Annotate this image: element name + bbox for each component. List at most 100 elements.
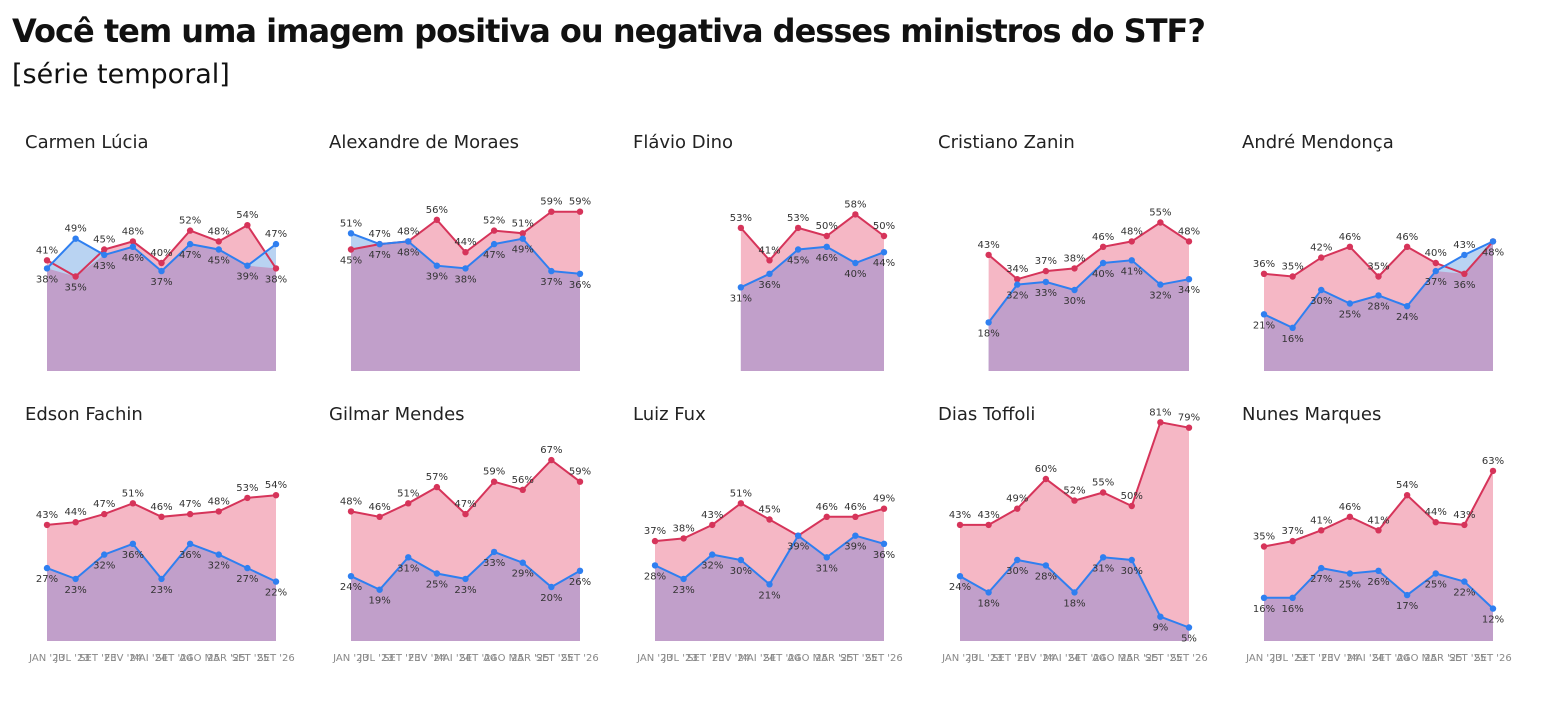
x-tick-label: SET '25: [840, 653, 877, 664]
positive-point: [1432, 570, 1439, 577]
positive-value-label: 27%: [236, 574, 258, 585]
negative-value-label: 51%: [122, 488, 144, 499]
negative-point: [519, 230, 526, 237]
panel-carmen-lucia: Carmen Lúcia 41% 38% 35% 49% 45% 43% 48% 46% 40% 3…: [25, 132, 287, 371]
negative-point: [347, 508, 355, 515]
positive-point: [405, 554, 412, 561]
negative-value-label: 67%: [540, 445, 562, 456]
negative-value-label: 44%: [65, 507, 87, 518]
negative-point: [1157, 219, 1164, 226]
negative-value-label: 46%: [1396, 232, 1418, 243]
negative-point: [1346, 243, 1354, 250]
negative-point: [129, 238, 137, 245]
negative-point: [766, 516, 773, 523]
x-tick-label: JUL '23: [662, 653, 698, 664]
positive-point: [158, 575, 165, 583]
overlap-area: [740, 246, 884, 371]
positive-value-label: 16%: [1282, 604, 1304, 615]
positive-point: [272, 240, 280, 248]
positive-point: [1461, 251, 1468, 259]
x-tick-label: FEV '24: [1018, 653, 1056, 664]
positive-value-label: 27%: [1310, 574, 1332, 585]
negative-point: [1289, 537, 1296, 545]
positive-value-label: 23%: [65, 585, 87, 596]
negative-point: [548, 456, 555, 464]
negative-point: [129, 500, 137, 507]
negative-point: [1346, 513, 1354, 520]
positive-value-label: 21%: [758, 590, 780, 601]
positive-value-label: 24%: [949, 582, 971, 593]
negative-point: [43, 257, 51, 264]
negative-point: [405, 500, 412, 507]
positive-value-label: 32%: [1006, 291, 1028, 302]
x-tick-label: JAN '23: [941, 653, 978, 664]
negative-value-label: 44%: [454, 237, 476, 248]
x-tick-label: SET '26: [257, 653, 294, 664]
negative-value-label: 53%: [730, 213, 752, 224]
panel-title: Luiz Fux: [633, 404, 706, 425]
negative-point: [1289, 273, 1296, 280]
panel-title: Flávio Dino: [633, 132, 733, 153]
negative-value-label: 43%: [701, 510, 723, 521]
panel-title: Dias Toffoli: [938, 404, 1035, 425]
negative-point: [272, 265, 280, 272]
x-tick-label: AGO '25: [1396, 653, 1437, 664]
positive-point: [1375, 567, 1382, 574]
positive-value-label: 49%: [65, 224, 87, 235]
positive-point: [794, 246, 802, 253]
negative-point: [548, 208, 555, 215]
x-tick-label: MAI '24: [130, 653, 167, 664]
negative-value-label: 43%: [949, 510, 971, 521]
positive-point: [1185, 624, 1193, 631]
positive-value-label: 47%: [179, 250, 201, 261]
positive-point: [1432, 267, 1439, 275]
negative-value-label: 59%: [569, 197, 591, 208]
positive-value-label: 23%: [454, 585, 476, 596]
x-tick-label: SET '24: [1069, 653, 1106, 664]
negative-value-label: 47%: [93, 499, 115, 510]
x-tick-label: MAR '25: [1422, 653, 1463, 664]
positive-point: [766, 270, 773, 277]
positive-point: [1128, 257, 1135, 264]
positive-point: [1375, 292, 1382, 299]
negative-value-label: 45%: [93, 235, 115, 246]
negative-value-label: 47%: [179, 499, 201, 510]
positive-point: [1489, 238, 1497, 245]
negative-point: [101, 246, 108, 253]
positive-value-label: 23%: [150, 585, 172, 596]
negative-value-label: 56%: [512, 475, 534, 486]
negative-value-label: 46%: [1092, 232, 1114, 243]
x-tick-label: SET '26: [1474, 653, 1511, 664]
negative-point: [72, 519, 79, 526]
page-subtitle: [série temporal]: [12, 59, 230, 90]
negative-value-label: 46%: [150, 502, 172, 513]
positive-line: [987, 259, 1190, 324]
positive-value-label: 26%: [1367, 577, 1389, 588]
negative-point: [1185, 238, 1193, 245]
page-title: Você tem uma imagem positiva ou negativa…: [12, 12, 1206, 50]
negative-point: [1432, 259, 1439, 267]
positive-value-label: 26%: [569, 577, 591, 588]
positive-point: [1157, 613, 1164, 620]
positive-value-label: 38%: [36, 274, 58, 285]
x-tick-label: SET '24: [764, 653, 801, 664]
overlap-area: [655, 535, 884, 641]
negative-value-label: 50%: [1121, 491, 1143, 502]
positive-point: [490, 240, 498, 248]
positive-line: [740, 245, 885, 289]
positive-value-label: 36%: [179, 550, 201, 561]
negative-value-label: 37%: [644, 526, 666, 537]
positive-value-label: 12%: [1482, 615, 1504, 626]
positive-point: [72, 235, 79, 242]
positive-point: [1099, 259, 1107, 267]
negative-point: [519, 486, 526, 493]
positive-point: [519, 559, 526, 566]
negative-point: [272, 492, 280, 499]
positive-point: [576, 567, 584, 574]
positive-point: [737, 284, 745, 291]
negative-point: [1403, 492, 1411, 499]
positive-value-label: 31%: [1092, 563, 1114, 574]
negative-value-label: 59%: [540, 197, 562, 208]
positive-value-label: 20%: [540, 593, 562, 604]
positive-point: [43, 564, 51, 572]
